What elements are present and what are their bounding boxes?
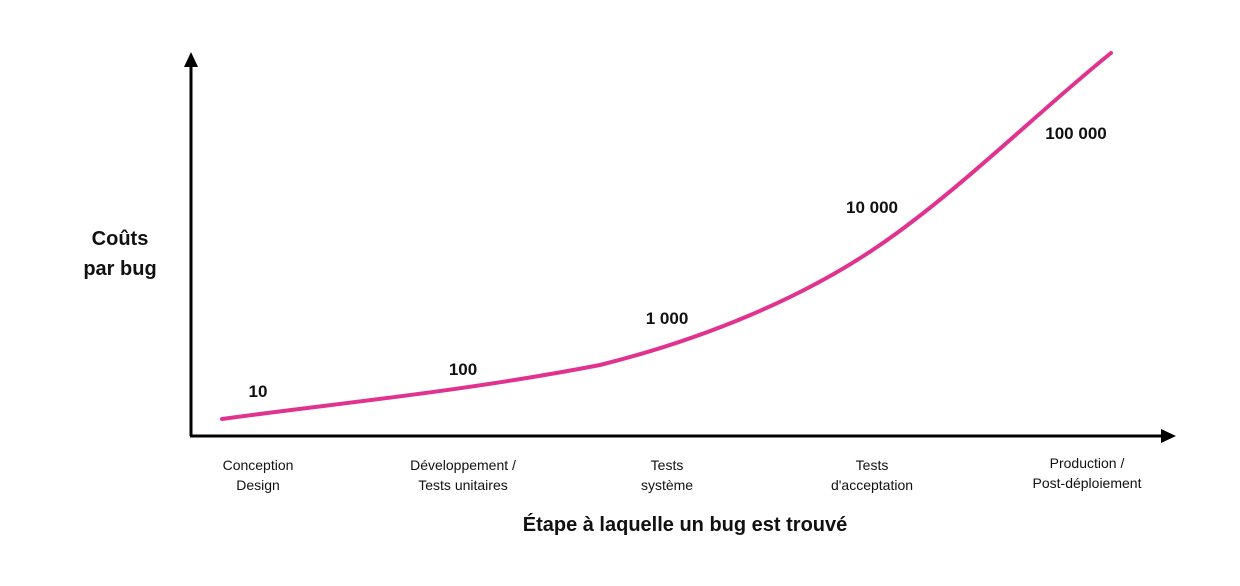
value-label: 1 000 [645, 309, 689, 328]
value-label: 10 000 [846, 198, 898, 217]
y-axis-label-line2: par bug [83, 258, 157, 280]
value-label: 100 [448, 360, 478, 379]
x-axis-label: Étape à laquelle un bug est trouvé [522, 514, 848, 536]
y-axis-label-line1: Coûts [91, 228, 149, 250]
cost-curve [220, 51, 1113, 421]
value-label: 10 [248, 382, 268, 401]
x-axis-arrow-icon [1161, 429, 1176, 443]
y-axis-label: Coûts par bug [60, 224, 180, 284]
category-label: Production / Post-déploiement [1032, 455, 1142, 491]
category-label: Développement / Tests unitaires [410, 457, 516, 493]
category-label: Conception Design [222, 457, 294, 493]
category-label: Tests d'acceptation [830, 457, 914, 493]
y-axis-arrow-icon [184, 52, 198, 67]
category-label: Tests système [640, 457, 694, 493]
value-label: 100 000 [1045, 124, 1107, 143]
